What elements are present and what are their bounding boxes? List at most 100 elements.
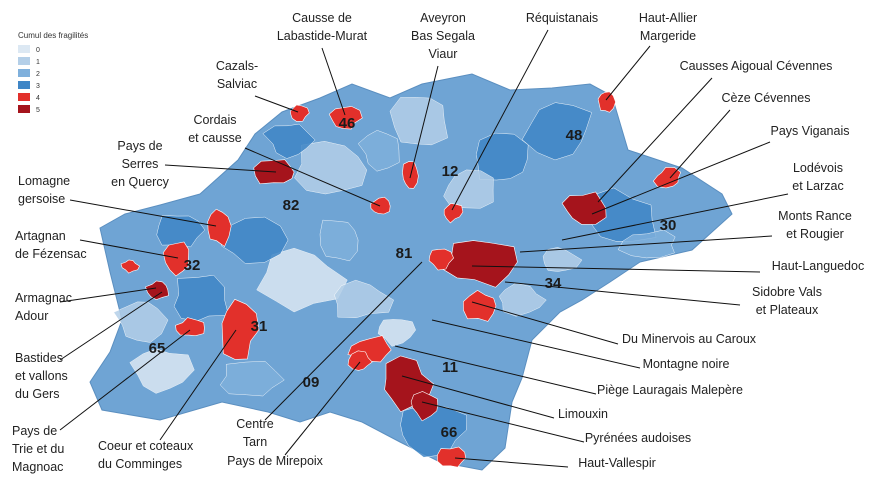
- leader-line: [164, 164, 277, 173]
- commune-area: [129, 348, 195, 394]
- department-number: 48: [566, 127, 583, 144]
- area-label: gersoise: [18, 192, 65, 206]
- area-label: Pays de: [117, 139, 162, 153]
- commune-area: [476, 132, 529, 181]
- fragile-zone: [221, 298, 260, 360]
- area-label: Cazals-: [216, 59, 258, 73]
- area-label: Monts Rance: [778, 209, 852, 223]
- commune-area: [219, 360, 285, 397]
- leader-line: [59, 329, 191, 431]
- legend-label: 4: [36, 95, 40, 102]
- area-label: et Plateaux: [756, 303, 819, 317]
- area-label: Viaur: [429, 47, 458, 61]
- area-label: Artagnan: [15, 229, 66, 243]
- area-label: Piège Lauragais Malepère: [597, 383, 743, 397]
- area-label: Centre: [236, 417, 274, 431]
- department-number: 66: [441, 424, 458, 441]
- leader-line: [244, 147, 381, 207]
- legend-label: 5: [36, 107, 40, 114]
- area-label: Serres: [122, 157, 159, 171]
- leader-line: [409, 65, 439, 179]
- legend-swatch: [18, 69, 30, 77]
- fragile-zone: [462, 290, 497, 322]
- area-label: Lomagne: [18, 174, 70, 188]
- leader-line: [401, 375, 555, 419]
- legend-label: 2: [36, 71, 40, 78]
- fragile-zone: [162, 241, 190, 277]
- area-label: en Quercy: [111, 175, 169, 189]
- department-number: 31: [251, 318, 268, 335]
- legend-label: 3: [36, 83, 40, 90]
- leader-line: [597, 77, 713, 203]
- department-number: 30: [660, 217, 677, 234]
- leader-line: [431, 319, 641, 369]
- leader-line: [421, 401, 585, 443]
- commune-area: [262, 123, 316, 159]
- area-label: Limouxin: [558, 407, 608, 421]
- commune-area: [319, 219, 359, 262]
- area-label: et Larzac: [792, 179, 843, 193]
- leader-line: [471, 265, 761, 273]
- leader-line: [471, 301, 619, 345]
- leader-line: [159, 329, 237, 441]
- leader-line: [451, 29, 549, 211]
- area-label: de Fézensac: [15, 247, 87, 261]
- area-label: Trie et du: [12, 442, 64, 456]
- commune-area: [521, 102, 593, 161]
- leader-line: [264, 261, 423, 421]
- area-label: Bastides: [15, 351, 63, 365]
- department-number: 09: [303, 374, 320, 391]
- fragile-zone: [290, 104, 310, 122]
- leader-line: [561, 193, 789, 241]
- leader-line: [394, 345, 597, 395]
- leader-line: [59, 287, 157, 303]
- area-label: du Comminges: [98, 457, 182, 471]
- leader-line: [605, 45, 651, 101]
- leader-line: [284, 361, 361, 456]
- leader-line: [669, 109, 731, 179]
- area-label: Margeride: [640, 29, 696, 43]
- legend-swatch: [18, 45, 30, 53]
- area-label: Pays Viganais: [771, 124, 850, 138]
- commune-area: [443, 169, 494, 209]
- commune-area: [542, 247, 583, 272]
- area-label: et vallons: [15, 369, 68, 383]
- area-label: Aveyron: [420, 11, 466, 25]
- legend-label: 0: [36, 47, 40, 54]
- fragile-zone: [370, 196, 391, 215]
- area-label: et Rougier: [786, 227, 844, 241]
- area-label: Haut-Vallespir: [578, 456, 656, 470]
- area-label: Pyrénées audoises: [585, 431, 691, 445]
- area-label: Sidobre Vals: [752, 285, 822, 299]
- leader-line: [254, 95, 299, 113]
- area-label: Pays de: [12, 424, 57, 438]
- area-label: Haut-Allier: [639, 11, 697, 25]
- fragile-zone: [437, 446, 467, 468]
- fragile-zone: [561, 191, 607, 225]
- department-number: 82: [283, 197, 300, 214]
- fragile-zone: [207, 208, 232, 247]
- legend-title: Cumul des fragilités: [18, 31, 88, 40]
- department-number: 11: [442, 359, 458, 376]
- legend-swatch: [18, 105, 30, 113]
- area-label: Magnoac: [12, 460, 63, 474]
- department-number: 46: [339, 115, 356, 132]
- fragile-zone: [597, 91, 616, 113]
- legend-swatch: [18, 57, 30, 65]
- area-label: Cordais: [193, 113, 236, 127]
- commune-area: [498, 282, 547, 317]
- area-label: Causse de: [292, 11, 352, 25]
- area-label: Tarn: [243, 435, 267, 449]
- fragile-zone: [410, 391, 439, 422]
- legend-label: 1: [36, 59, 40, 66]
- fragile-zone: [652, 166, 682, 189]
- legend-swatch: [18, 93, 30, 101]
- commune-area: [389, 97, 448, 146]
- leader-line: [519, 235, 773, 253]
- commune-area: [357, 130, 400, 172]
- area-label: et causse: [188, 131, 242, 145]
- department-number: 12: [442, 163, 459, 180]
- area-label: Pays de Mirepoix: [227, 454, 324, 468]
- leader-line: [321, 47, 346, 116]
